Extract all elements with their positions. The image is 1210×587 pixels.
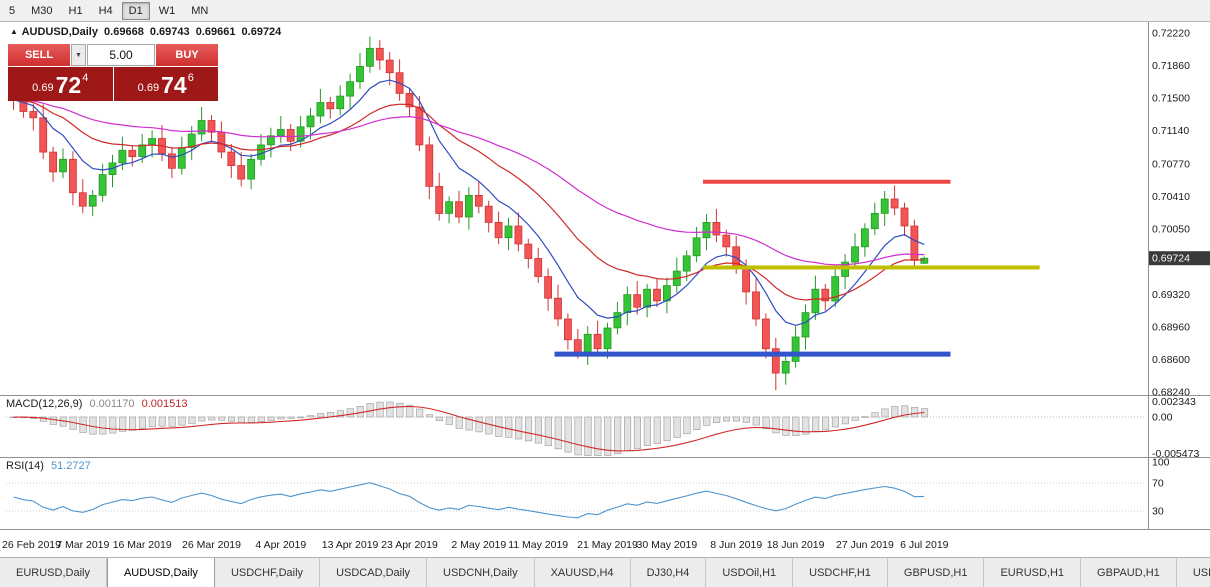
svg-text:23 Apr 2019: 23 Apr 2019 <box>381 539 438 551</box>
svg-text:0.70770: 0.70770 <box>1152 158 1190 170</box>
ohlc-high: 0.69743 <box>149 26 190 38</box>
rsi-panel: 100 70 30 <box>6 457 1170 519</box>
chart-tab-usdcnh-daily[interactable]: USDCNH,Daily <box>427 558 535 587</box>
svg-text:0.68600: 0.68600 <box>1152 354 1190 366</box>
chart-tab-eurusd-daily[interactable]: EURUSD,Daily <box>0 558 107 587</box>
volume-dropdown-button[interactable]: ▼ <box>71 44 86 66</box>
panel-separators <box>0 22 1210 530</box>
chart-tab-gbpusd-h1[interactable]: GBPUSD,H1 <box>887 558 985 587</box>
timeframe-button-w1[interactable]: W1 <box>158 4 176 17</box>
svg-text:7 Mar 2019: 7 Mar 2019 <box>56 539 109 551</box>
svg-text:0.71860: 0.71860 <box>1152 60 1190 72</box>
svg-text:16 Mar 2019: 16 Mar 2019 <box>113 539 172 551</box>
svg-text:0.70410: 0.70410 <box>1152 191 1190 203</box>
buy-price-prefix: 0.69 <box>137 82 160 94</box>
ohlc-close: 0.69724 <box>241 26 282 38</box>
chart-tab-usdoil-h1[interactable]: USDOil,H1 <box>706 558 794 587</box>
ohlc-open: 0.69668 <box>104 26 144 38</box>
sell-price-pipette: 4 <box>82 72 89 84</box>
sell-button[interactable]: SELL <box>8 44 70 66</box>
chart-tab-usdjp[interactable]: USDJP <box>1176 558 1210 587</box>
buy-price-display[interactable]: 0.69 74 6 <box>113 67 218 101</box>
chart-tab-usdcad-daily[interactable]: USDCAD,Daily <box>320 558 428 587</box>
svg-text:18 Jun 2019: 18 Jun 2019 <box>767 539 825 551</box>
symbol-name: AUDUSD,Daily <box>21 26 98 38</box>
rsi-name: RSI(14) <box>6 460 44 472</box>
chart-ohlc-header: ▲ AUDUSD,Daily 0.69668 0.69743 0.69661 0… <box>10 26 284 38</box>
macd-value-signal: 0.001513 <box>141 398 188 410</box>
svg-text:30: 30 <box>1152 506 1164 518</box>
chart-tab-usdchf-daily[interactable]: USDCHF,Daily <box>214 558 321 587</box>
trade-prices-row: 0.69 72 4 0.69 74 6 <box>8 67 218 101</box>
svg-text:26 Feb 2019: 26 Feb 2019 <box>2 539 61 551</box>
chart-tab-usdchf-h1[interactable]: USDCHF,H1 <box>793 558 888 587</box>
svg-text:27 Jun 2019: 27 Jun 2019 <box>836 539 894 551</box>
chart-tab-xauusd-h4[interactable]: XAUUSD,H4 <box>534 558 631 587</box>
sell-price-big-digits: 72 <box>55 72 82 98</box>
timeframe-button-5[interactable]: 5 <box>9 4 16 17</box>
chart-tab-dj30-h4[interactable]: DJ30,H4 <box>630 558 707 587</box>
svg-text:26 Mar 2019: 26 Mar 2019 <box>182 539 241 551</box>
svg-text:0.69724: 0.69724 <box>1152 253 1190 265</box>
svg-text:0.69320: 0.69320 <box>1152 289 1190 301</box>
svg-text:13 Apr 2019: 13 Apr 2019 <box>322 539 379 551</box>
svg-text:30 May 2019: 30 May 2019 <box>637 539 698 551</box>
buy-price-big-digits: 74 <box>161 72 187 98</box>
macd-value-main: 0.001170 <box>89 398 135 410</box>
svg-text:8 Jun 2019: 8 Jun 2019 <box>710 539 762 551</box>
rsi-indicator-label: RSI(14) 51.2727 <box>6 460 95 472</box>
svg-text:11 May 2019: 11 May 2019 <box>508 539 568 551</box>
timeframe-button-h4[interactable]: H4 <box>98 4 113 17</box>
ohlc-low: 0.69661 <box>195 26 236 38</box>
svg-text:2 May 2019: 2 May 2019 <box>451 539 506 551</box>
chart-tab-eurusd-h1[interactable]: EURUSD,H1 <box>984 558 1082 587</box>
macd-name: MACD(12,26,9) <box>6 398 83 410</box>
current-price-marker <box>1149 251 1210 266</box>
chart-tab-gbpaud-h1[interactable]: GBPAUD,H1 <box>1081 558 1177 587</box>
sell-price-prefix: 0.69 <box>32 82 54 94</box>
svg-text:0.70050: 0.70050 <box>1152 223 1190 235</box>
svg-text:0.68960: 0.68960 <box>1152 322 1190 334</box>
svg-text:0.68240: 0.68240 <box>1152 387 1190 399</box>
rsi-value: 51.2727 <box>50 460 91 472</box>
buy-price-pipette: 6 <box>187 72 194 84</box>
timeframe-button-mn[interactable]: MN <box>191 4 209 17</box>
svg-text:0.72220: 0.72220 <box>1152 28 1190 40</box>
svg-text:0.00: 0.00 <box>1152 412 1173 424</box>
macd-panel: 0.002343 0.00 -0.005473 <box>6 396 1199 460</box>
buy-button[interactable]: BUY <box>156 44 218 66</box>
svg-text:0.002343: 0.002343 <box>1152 396 1196 408</box>
symbol-marker-icon: ▲ <box>10 27 18 36</box>
timeframe-button-h1[interactable]: H1 <box>68 4 83 17</box>
svg-text:21 May 2019: 21 May 2019 <box>577 539 638 551</box>
price-axis: 0.72220 0.71860 0.71500 0.71140 0.70770 0.704… <box>1149 28 1210 399</box>
sell-price-display[interactable]: 0.69 72 4 <box>8 67 113 101</box>
horizontal-level-lines <box>554 179 1040 357</box>
moving-averages <box>13 79 925 327</box>
svg-text:70: 70 <box>1152 478 1164 490</box>
volume-input[interactable]: 5.00 <box>87 44 155 66</box>
chart-tabbar: EURUSD,Daily AUDUSD,Daily USDCHF,Daily USDC… <box>0 557 1210 587</box>
svg-text:0.71140: 0.71140 <box>1152 125 1189 137</box>
svg-text:6 Jul 2019: 6 Jul 2019 <box>900 539 949 551</box>
svg-text:4 Apr 2019: 4 Apr 2019 <box>255 539 306 551</box>
one-click-trading-panel: SELL ▼ 5.00 BUY 0.69 72 4 0.69 74 6 <box>8 44 218 101</box>
timeframe-toolbar: 5 M30 H1 H4 D1 W1 MN <box>0 0 1210 22</box>
svg-text:-0.005473: -0.005473 <box>1152 448 1199 460</box>
timeframe-button-d1[interactable]: D1 <box>121 1 150 20</box>
chevron-down-icon: ▼ <box>75 51 82 59</box>
chart-tab-audusd-daily[interactable]: AUDUSD,Daily <box>106 558 215 587</box>
svg-text:100: 100 <box>1152 457 1170 469</box>
trade-buttons-row: SELL ▼ 5.00 BUY <box>8 44 218 66</box>
timeframe-button-m30[interactable]: M30 <box>31 4 53 17</box>
macd-indicator-label: MACD(12,26,9) 0.001170 0.001513 <box>6 398 192 410</box>
svg-text:0.71500: 0.71500 <box>1152 93 1190 105</box>
